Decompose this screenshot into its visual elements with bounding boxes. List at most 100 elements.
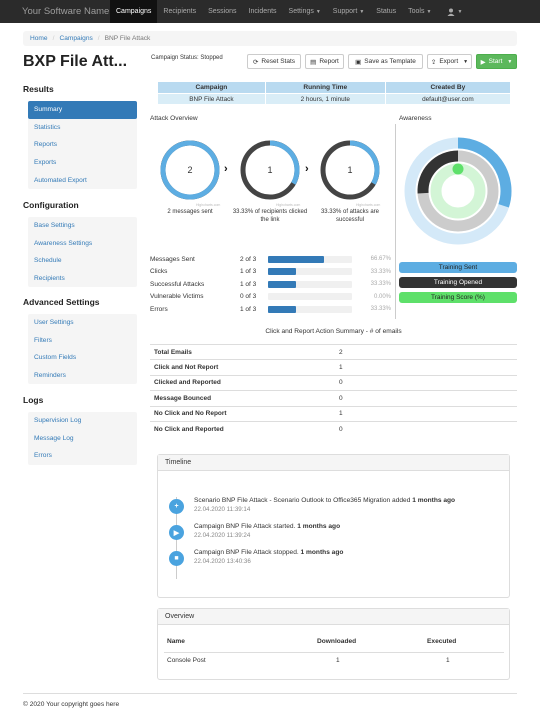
sidebar-item-message-log[interactable]: Message Log	[34, 434, 74, 442]
progress-bar	[268, 305, 352, 313]
overview-header: Name	[164, 631, 314, 653]
ring-arc	[160, 140, 220, 200]
summary-created-by: default@user.com	[384, 93, 512, 105]
sidebar-item-reminders[interactable]: Reminders	[34, 372, 66, 380]
divider	[395, 124, 396, 319]
sidebar-item-statistics[interactable]: Statistics	[34, 123, 61, 131]
stat-name: Messages Sent	[150, 255, 195, 263]
ring-caption: 33.33% of recipients clicked the link	[232, 209, 308, 223]
awareness-chart	[404, 137, 512, 245]
summary-label: Total Emails	[150, 343, 335, 360]
sidebar-item-user-settings[interactable]: User Settings	[34, 319, 74, 327]
nav-campaigns[interactable]: Campaigns	[110, 0, 158, 23]
overview-header: Downloaded	[314, 631, 424, 653]
logs-menu: Supervision Log Message Log Errors	[28, 412, 137, 465]
summary-campaign: BNP File Attack	[157, 93, 266, 105]
nav-tools[interactable]: Tools ▼	[408, 8, 432, 15]
progress-fill	[268, 305, 296, 313]
sidebar-item-filters[interactable]: Filters	[34, 336, 52, 344]
sidebar-item-supervision-log[interactable]: Supervision Log	[34, 417, 82, 425]
sidebar-item-automated-export[interactable]: Automated Export	[34, 176, 87, 184]
summary-label: Click and Not Report	[150, 359, 335, 376]
export-button[interactable]: ⇪ Export ▼	[427, 54, 472, 69]
table-row: No Click and No Report 1	[150, 405, 517, 422]
breadcrumb: Home / Campaigns / BNP File Attack	[23, 31, 517, 46]
legend-training-sent[interactable]: Training Sent	[399, 262, 517, 273]
chevron-right-icon: ›	[224, 163, 228, 175]
stat-count: 1 of 3	[240, 280, 257, 288]
progress-fill	[268, 268, 296, 276]
nav-incidents[interactable]: Incidents	[248, 8, 277, 15]
summary-label: Message Bounced	[150, 390, 335, 407]
table-row: Clicked and Reported 0	[150, 374, 517, 391]
table-row: Click and Not Report 1	[150, 359, 517, 376]
chart-credit: Highcharts.com	[196, 203, 221, 207]
awareness-label: Awareness	[399, 115, 432, 122]
sidebar-item-reports[interactable]: Reports	[34, 141, 58, 149]
sidebar-item-schedule[interactable]: Schedule	[34, 257, 62, 265]
table-row: Total Emails 2	[150, 343, 517, 360]
chevron-down-icon: ▼	[426, 8, 432, 15]
nav-recipients[interactable]: Recipients	[163, 8, 197, 15]
brand-name[interactable]: Your Software Name	[22, 6, 110, 17]
reset-stats-button[interactable]: ⟳ Reset Stats	[247, 54, 301, 69]
nav-status[interactable]: Status	[376, 8, 397, 15]
sidebar-item-summary[interactable]: Summary	[28, 101, 137, 119]
sidebar-item-base-settings[interactable]: Base Settings	[34, 222, 75, 230]
breadcrumb-campaigns[interactable]: Campaigns	[59, 35, 93, 42]
page-title: BXP File Att...	[23, 53, 128, 70]
progress-bar	[268, 255, 352, 263]
summary-header: Running Time	[264, 81, 386, 94]
save-template-button[interactable]: ▣ Save as Template	[348, 54, 423, 69]
overview-downloaded: 1	[336, 657, 340, 665]
sidebar-item-awareness-settings[interactable]: Awareness Settings	[34, 239, 93, 247]
breadcrumb-home[interactable]: Home	[30, 35, 48, 42]
summary-header: Campaign	[157, 81, 266, 94]
stat-count: 0 of 3	[240, 293, 257, 301]
sidebar-item-exports[interactable]: Exports	[34, 159, 57, 167]
stat-name: Errors	[150, 305, 168, 313]
user-menu[interactable]: ▼	[441, 8, 468, 16]
ring-caption: 2 messages sent	[167, 209, 213, 215]
table-row: Console Post 1 1	[164, 652, 504, 669]
breadcrumb-current: BNP File Attack	[104, 35, 151, 42]
export-icon: ⇪	[430, 58, 437, 66]
legend-training-score[interactable]: Training Score (%)	[399, 292, 517, 303]
click-summary-table: Total Emails 2 Click and Not Report 1 Clicke…	[150, 343, 517, 437]
nav-settings[interactable]: Settings ▼	[288, 8, 321, 15]
timeline-event: Scenario BNP File Attack - Scenario Outl…	[194, 497, 456, 504]
stat-row-messages-sent: Messages Sent 2 of 3 66.67%	[150, 254, 391, 264]
configuration-heading: Configuration	[23, 200, 79, 210]
progress-bar	[268, 268, 352, 276]
legend-training-opened[interactable]: Training Opened	[399, 277, 517, 288]
training-sent-arc	[457, 137, 512, 208]
summary-value: 1	[335, 405, 517, 422]
nav-sessions[interactable]: Sessions	[208, 8, 237, 15]
summary-value: 0	[335, 420, 517, 437]
document-icon: ▤	[310, 58, 317, 66]
overview-name: Console Post	[167, 657, 206, 665]
sidebar-item-custom-fields[interactable]: Custom Fields	[34, 354, 77, 362]
user-icon	[447, 8, 455, 16]
summary-value: 1	[335, 359, 517, 376]
successful-attacks-ring: 1	[320, 140, 380, 200]
timeline-timestamp: 22.04.2020 11:39:14	[194, 506, 251, 513]
timeline-timestamp: 22.04.2020 11:39:24	[194, 532, 251, 539]
timeline-panel: Timeline + Scenario BNP File Attack - Sce…	[157, 454, 510, 598]
progress-bar	[268, 280, 352, 288]
nav-support[interactable]: Support ▼	[332, 8, 365, 15]
table-row: No Click and Reported 0	[150, 420, 517, 437]
stat-percent: 66.67%	[370, 256, 391, 262]
click-summary-title: Click and Report Action Summary - # of e…	[265, 328, 402, 335]
timeline-event: Campaign BNP File Attack started. 1 mont…	[194, 523, 341, 530]
sidebar-item-errors[interactable]: Errors	[34, 452, 52, 460]
report-button[interactable]: ▤ Report	[305, 54, 344, 69]
chart-credit: Highcharts.com	[356, 203, 381, 207]
start-button[interactable]: ▶ Start ▼	[476, 54, 517, 69]
results-menu: Summary Statistics Reports Exports Automated…	[28, 101, 137, 189]
summary-value: 0	[335, 390, 517, 407]
play-icon: ▶	[480, 58, 486, 66]
floppy-icon: ▣	[355, 58, 362, 66]
sidebar-item-recipients[interactable]: Recipients	[34, 275, 65, 283]
attack-overview-label: Attack Overview	[150, 115, 198, 122]
